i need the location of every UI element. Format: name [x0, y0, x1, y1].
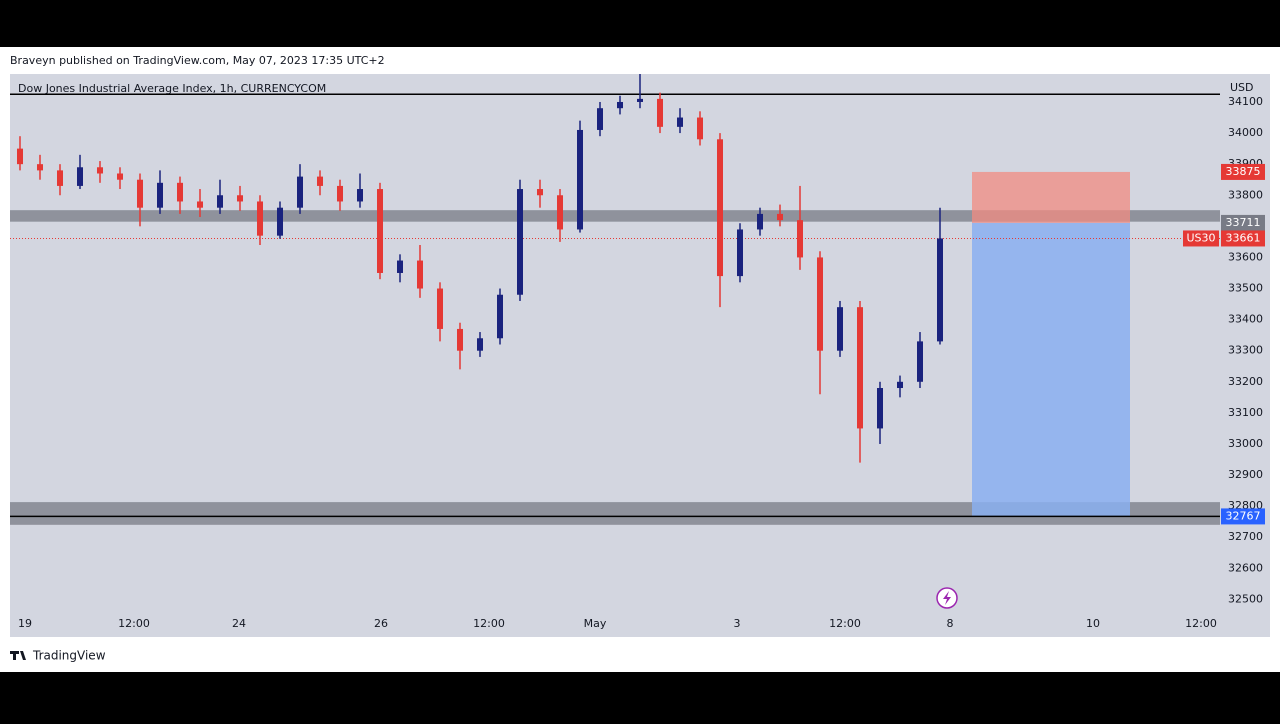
candle-body	[37, 164, 43, 171]
candle-body	[817, 257, 823, 351]
candle-body	[697, 117, 703, 140]
candle-body	[197, 201, 203, 208]
entry-label: 33711	[1226, 216, 1261, 229]
candle-body	[17, 148, 23, 165]
candle-body	[517, 189, 523, 295]
y-tick-label: 32600	[1228, 561, 1263, 574]
event-icon-bolt	[943, 591, 951, 605]
candle-body	[657, 98, 663, 127]
candle-body	[857, 307, 863, 429]
y-tick-label: 33500	[1228, 282, 1263, 295]
candle-body	[717, 139, 723, 277]
candle-body	[917, 341, 923, 382]
x-tick-label: 26	[374, 617, 388, 630]
candle-body	[257, 201, 263, 236]
candle-body	[137, 179, 143, 208]
candle-body	[177, 182, 183, 202]
last-price-label-box	[1221, 230, 1265, 247]
x-tick-label: 12:00	[473, 617, 505, 630]
candle-body	[77, 167, 83, 186]
y-tick-label: 33600	[1228, 250, 1263, 263]
y-tick-label: 33100	[1228, 406, 1263, 419]
candle-body	[677, 117, 683, 127]
x-tick-label: 3	[734, 617, 741, 630]
candle-body	[417, 260, 423, 289]
candle-body	[597, 108, 603, 130]
candle-body	[337, 185, 343, 202]
candle-body	[397, 260, 403, 273]
candle-body	[457, 328, 463, 351]
x-tick-label: 24	[232, 617, 246, 630]
candle-body	[537, 189, 543, 196]
candle-body	[577, 129, 583, 230]
stop-label-box	[1221, 163, 1265, 180]
x-tick-label: 8	[947, 617, 954, 630]
target-label: 32767	[1226, 509, 1261, 522]
currency: USD	[1230, 81, 1254, 94]
candle-body	[277, 207, 283, 236]
target-zone	[972, 222, 1130, 517]
x-tick-label: 12:00	[118, 617, 150, 630]
target-label-box	[1221, 508, 1265, 525]
candle-body	[477, 338, 483, 351]
y-tick-label: 33000	[1228, 437, 1263, 450]
entry-label-box	[1221, 214, 1265, 231]
y-tick-label: 34000	[1228, 126, 1263, 139]
y-tick-label: 32900	[1228, 468, 1263, 481]
candle-body	[317, 176, 323, 186]
candle-body	[797, 220, 803, 258]
candle-body	[157, 182, 163, 208]
candle-body	[117, 173, 123, 180]
candle-body	[357, 189, 363, 202]
x-tick-label: 12:00	[1185, 617, 1217, 630]
chart-title: Dow Jones Industrial Average Index, 1h, …	[18, 82, 326, 95]
x-tick-label: 19	[18, 617, 32, 630]
y-tick-label: 33200	[1228, 375, 1263, 388]
publish-info: Braveyn published on TradingView.com, Ma…	[10, 54, 385, 67]
candle-body	[637, 98, 643, 102]
candle-body	[757, 213, 763, 230]
y-tick-label: 33300	[1228, 344, 1263, 357]
stop-zone	[972, 171, 1130, 223]
x-tick-label: 12:00	[829, 617, 861, 630]
sr-zone	[10, 210, 1220, 222]
candle-body	[57, 170, 63, 186]
logo	[10, 651, 26, 660]
candle-body	[777, 213, 783, 221]
y-tick-label: 34100	[1228, 95, 1263, 108]
candle-body	[217, 195, 223, 208]
candle-body	[237, 195, 243, 202]
candle-body	[617, 101, 623, 109]
candle-body	[837, 307, 843, 351]
candle-body	[897, 381, 903, 389]
candle-body	[737, 229, 743, 277]
y-tick-label: 32700	[1228, 530, 1263, 543]
candle-body	[297, 176, 303, 208]
candle-body	[97, 167, 103, 174]
last-price-label: 33661	[1226, 231, 1261, 244]
sr-zone	[10, 502, 1220, 525]
candle-body	[937, 238, 943, 342]
symbol-label: US30	[1186, 231, 1215, 244]
brand: TradingView	[32, 649, 106, 663]
candle-body	[557, 195, 563, 230]
x-tick-label: May	[584, 617, 607, 630]
y-tick-label: 33400	[1228, 313, 1263, 326]
symbol-box	[1183, 230, 1219, 247]
x-tick-label: 10	[1086, 617, 1100, 630]
y-tick-label: 33800	[1228, 188, 1263, 201]
candle-body	[877, 388, 883, 429]
candle-body	[437, 288, 443, 329]
y-tick-label: 32500	[1228, 592, 1263, 605]
candle-body	[377, 189, 383, 273]
stop-label: 33875	[1226, 165, 1261, 178]
candle-body	[497, 294, 503, 339]
